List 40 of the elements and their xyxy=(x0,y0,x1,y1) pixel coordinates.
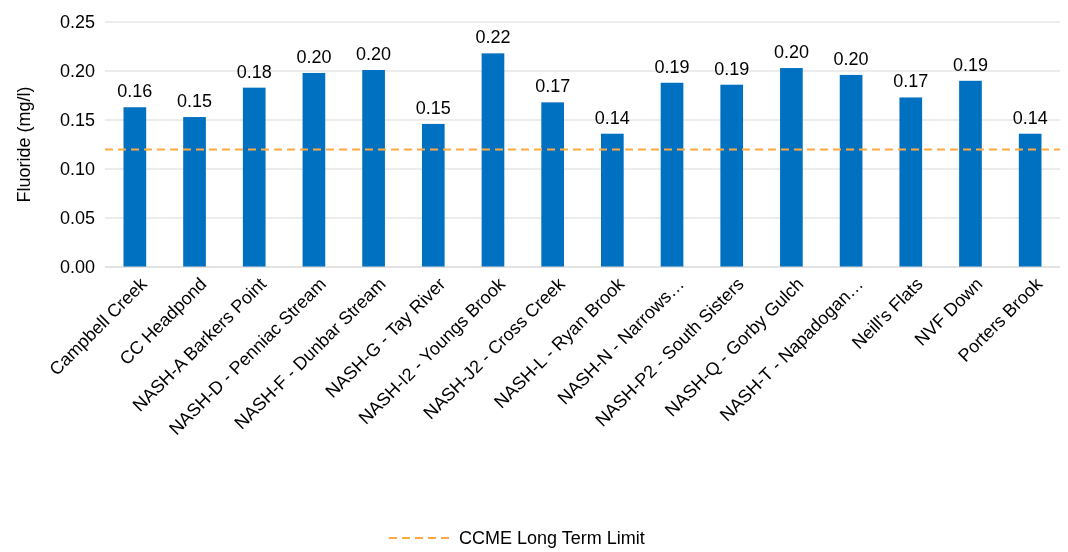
data-label: 0.15 xyxy=(415,97,451,118)
bar xyxy=(899,97,923,267)
y-tick-label: 0.20 xyxy=(59,61,95,82)
y-tick-label: 0.00 xyxy=(59,257,95,278)
bar xyxy=(481,53,505,267)
data-label: 0.17 xyxy=(893,71,929,92)
data-label: 0.20 xyxy=(773,42,809,63)
bar xyxy=(780,68,803,267)
data-label: 0.14 xyxy=(594,107,630,128)
bar xyxy=(660,82,684,267)
bar xyxy=(601,133,624,267)
data-label: 0.16 xyxy=(117,81,153,102)
y-tick-label: 0.25 xyxy=(59,12,95,33)
bar xyxy=(123,107,147,267)
bar xyxy=(1018,133,1042,267)
data-label: 0.19 xyxy=(714,58,750,79)
data-label: 0.20 xyxy=(833,48,869,69)
data-label: 0.17 xyxy=(535,76,571,97)
y-tick-label: 0.10 xyxy=(59,159,95,180)
bar xyxy=(302,72,326,267)
bar xyxy=(362,70,385,267)
data-label: 0.18 xyxy=(236,61,272,82)
bar xyxy=(183,117,206,267)
bar xyxy=(421,123,445,267)
bar xyxy=(242,87,266,267)
y-axis-title: Fluoride (mg/l) xyxy=(14,86,34,203)
bar xyxy=(839,74,863,267)
y-tick-label: 0.05 xyxy=(59,208,95,229)
data-label: 0.15 xyxy=(177,91,213,112)
data-label: 0.22 xyxy=(475,27,511,48)
data-label: 0.20 xyxy=(356,44,392,65)
data-label: 0.19 xyxy=(654,56,690,77)
bar xyxy=(720,84,744,267)
y-tick-label: 0.15 xyxy=(59,110,95,131)
bar xyxy=(959,80,982,267)
bar xyxy=(541,102,564,267)
data-label: 0.14 xyxy=(1012,107,1048,128)
data-label: 0.20 xyxy=(296,46,332,67)
data-label: 0.19 xyxy=(952,54,988,75)
legend-label: CCME Long Term Limit xyxy=(459,528,645,548)
